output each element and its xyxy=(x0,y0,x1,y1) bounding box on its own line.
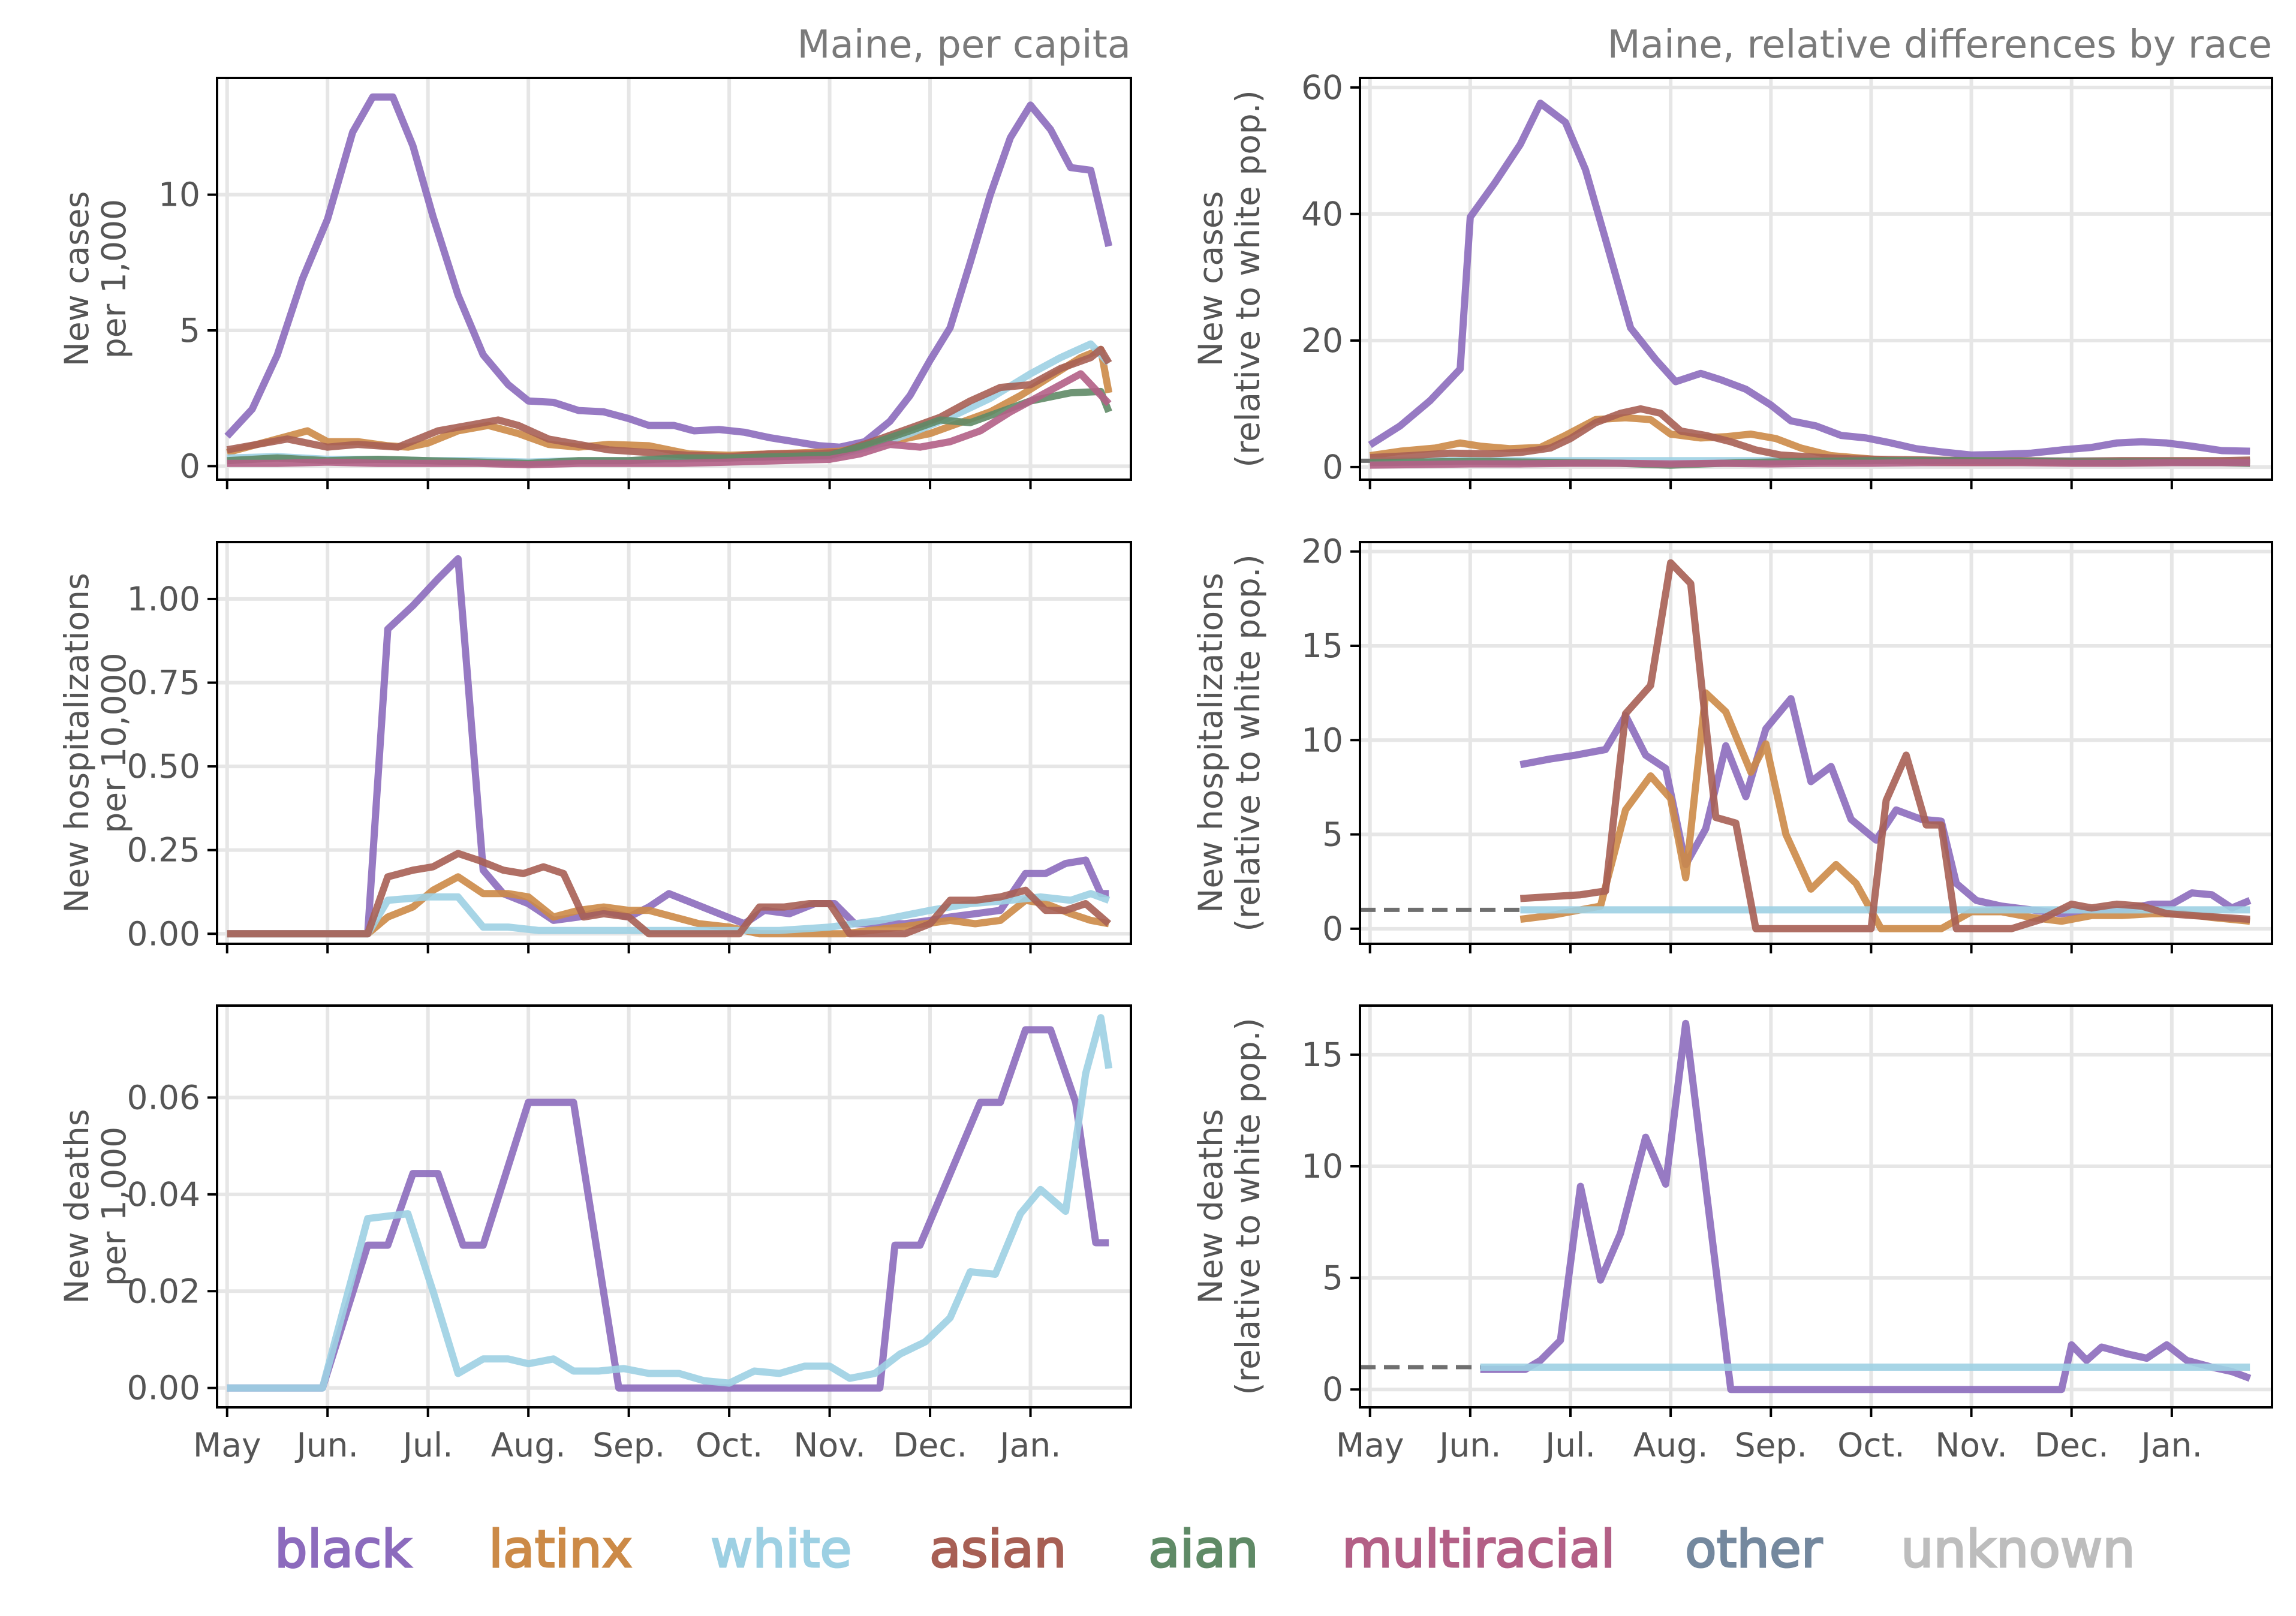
y-tick-label: 0 xyxy=(1322,1370,1343,1409)
y-tick-label: 5 xyxy=(179,311,200,350)
x-tick-label: Jun. xyxy=(295,1426,359,1464)
y-tick-label: 20 xyxy=(1301,532,1343,571)
plot-frame xyxy=(216,1004,1132,1409)
y-tick-label: 0.06 xyxy=(127,1078,200,1117)
legend: black latinx white asian aian multiracial othe… xyxy=(274,1519,2136,1581)
y-tick-label: 40 xyxy=(1301,195,1343,233)
legend-multiracial: multiracial xyxy=(1342,1519,1615,1579)
series-line xyxy=(1519,689,2250,932)
plot-frame xyxy=(1359,541,2273,945)
series-line xyxy=(1368,100,2250,459)
series-line xyxy=(227,1014,1113,1392)
series-group xyxy=(227,555,1112,938)
y-tick-label: 20 xyxy=(1301,321,1343,360)
y-tick-label: 0.02 xyxy=(127,1272,200,1310)
series-line xyxy=(227,873,1110,938)
panel-title: Maine, per capita xyxy=(797,23,1131,67)
series-line xyxy=(1370,405,2250,465)
legend-latinx: latinx xyxy=(489,1519,633,1579)
y-tick-label: 60 xyxy=(1301,68,1343,107)
plot-frame xyxy=(1359,1004,2273,1409)
plot-frame xyxy=(216,77,1132,481)
plot-frame xyxy=(1359,77,2273,481)
y-tick-label: 10 xyxy=(1301,1147,1343,1185)
series-group xyxy=(1360,100,2250,469)
x-tick-label: Aug. xyxy=(491,1426,566,1464)
x-tick-label: May xyxy=(193,1426,261,1464)
legend-black: black xyxy=(275,1519,411,1579)
legend-aian: aian xyxy=(1148,1519,1259,1579)
y-axis-label: New deaths(relative to white pop.) xyxy=(1191,1018,1267,1395)
series-group xyxy=(224,93,1113,469)
panel-title: Maine, relative differences by race xyxy=(1608,23,2273,67)
plot-frame xyxy=(216,541,1132,945)
x-tick-label: Jan. xyxy=(998,1426,1061,1464)
series-line xyxy=(1520,559,2250,932)
y-tick-label: 10 xyxy=(158,176,200,214)
panel-deaths_pc: May Jun. Jul. Aug. Sep. Oct. Nov. Dec. Jan. 0.00 0… xyxy=(58,1004,1132,1464)
legend-white: white xyxy=(711,1519,851,1579)
legend-asian: asian xyxy=(929,1519,1067,1579)
y-axis-label: New cases(relative to white pop.) xyxy=(1191,90,1267,468)
x-tick-label: Oct. xyxy=(1837,1426,1905,1464)
panel-hosp_rel: 0 5 10 15 20 New hospitalizations(relative to… xyxy=(1191,532,2273,953)
y-tick-label: 15 xyxy=(1301,627,1343,665)
y-axis-label: New hospitalizations(relative to white p… xyxy=(1191,554,1267,932)
x-tick-label: Oct. xyxy=(696,1426,763,1464)
legend-unknown: unknown xyxy=(1901,1519,2135,1579)
x-tick-label: Jan. xyxy=(2139,1426,2202,1464)
x-tick-label: Nov. xyxy=(793,1426,866,1464)
y-axis-label: New hospitalizationsper 10,000 xyxy=(58,573,133,913)
series-group xyxy=(1360,559,2252,932)
x-tick-label: Sep. xyxy=(592,1426,665,1464)
legend-other: other xyxy=(1685,1519,1823,1579)
y-tick-label: 0.00 xyxy=(127,1369,200,1407)
y-axis-label: New deathsper 1,000 xyxy=(58,1109,133,1304)
x-tick-label: Nov. xyxy=(1935,1426,2008,1464)
y-tick-label: 0 xyxy=(1322,910,1343,948)
y-tick-label: 0.00 xyxy=(127,914,200,953)
series-line xyxy=(227,370,1112,469)
y-tick-label: 0.75 xyxy=(127,664,200,702)
x-tick-label: Jun. xyxy=(1437,1426,1501,1464)
y-tick-label: 10 xyxy=(1301,721,1343,759)
panel-deaths_rel: May Jun. Jul. Aug. Sep. Oct. Nov. Dec. Jan. 0 5 10 1… xyxy=(1191,1004,2273,1464)
series-group xyxy=(227,1014,1113,1392)
series-line xyxy=(227,850,1112,938)
x-tick-label: Jul. xyxy=(1543,1426,1596,1464)
y-tick-label: 0.25 xyxy=(127,831,200,869)
series-line xyxy=(1370,459,2250,469)
series-group xyxy=(1360,1019,2252,1394)
y-tick-label: 0 xyxy=(179,447,200,485)
panel-cases_rel: 0 20 40 60 New cases(relative to white pop.)… xyxy=(1191,23,2273,489)
panel-cases_pc: 0 5 10 New casesper 1,000 Maine, per capita xyxy=(58,23,1132,489)
series-line xyxy=(224,93,1113,451)
y-tick-label: 0.50 xyxy=(127,747,200,786)
y-tick-label: 1.00 xyxy=(127,580,200,618)
y-tick-label: 0 xyxy=(1322,448,1343,486)
series-line xyxy=(227,1026,1109,1392)
y-tick-label: 5 xyxy=(1322,1259,1343,1297)
y-tick-label: 0.04 xyxy=(127,1175,200,1214)
series-line xyxy=(1480,1019,2252,1394)
x-tick-label: May xyxy=(1336,1426,1404,1464)
x-tick-label: Aug. xyxy=(1633,1426,1708,1464)
x-tick-label: Sep. xyxy=(1735,1426,1807,1464)
y-tick-label: 15 xyxy=(1301,1036,1343,1074)
x-tick-label: Jul. xyxy=(401,1426,453,1464)
series-line xyxy=(227,555,1109,938)
y-tick-label: 5 xyxy=(1322,815,1343,854)
x-tick-label: Dec. xyxy=(893,1426,967,1464)
y-axis-label: New casesper 1,000 xyxy=(58,191,133,367)
x-tick-label: Dec. xyxy=(2035,1426,2109,1464)
